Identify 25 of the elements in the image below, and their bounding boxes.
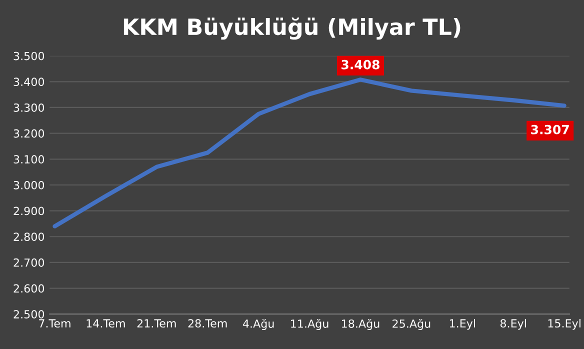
y-tick-label: 3.300 [14, 103, 44, 112]
y-tick-label: 2.600 [14, 284, 44, 293]
x-tick-label: 11.Ağu [291, 318, 328, 330]
x-tick-label: 15.Eyl [548, 318, 580, 330]
data-label: 3.307 [531, 124, 569, 134]
x-tick-label: 8.Eyl [500, 318, 526, 330]
x-tick-label: 7.Tem [39, 319, 70, 328]
x-tick-label: 18.Ağu [342, 318, 380, 330]
y-tick-label: 3.100 [14, 155, 44, 164]
y-tick-label: 3.400 [14, 78, 44, 86]
x-tick-label: 14.Tem [86, 319, 125, 328]
y-tick-label: 2.900 [14, 206, 44, 216]
y-tick-label: 2.500 [14, 310, 44, 318]
y-tick-label: 2.700 [14, 258, 44, 267]
x-tick-label: 21.Tem [137, 319, 176, 328]
y-tick-label: 3.000 [14, 180, 44, 190]
data-label: 3.408 [342, 60, 380, 70]
x-tick-label: 25.Ağu [392, 318, 430, 330]
chart-title: KKM Büyüklüğü (Milyar TL) [124, 17, 460, 40]
x-tick-label: 28.Tem [188, 319, 227, 328]
x-tick-label: 4.Ağu [242, 318, 274, 330]
y-tick-label: 2.800 [14, 232, 44, 241]
y-tick-label: 3.200 [14, 129, 44, 138]
x-tick-label: 1.Eyl [450, 318, 475, 330]
y-tick-label: 3.500 [14, 52, 44, 60]
